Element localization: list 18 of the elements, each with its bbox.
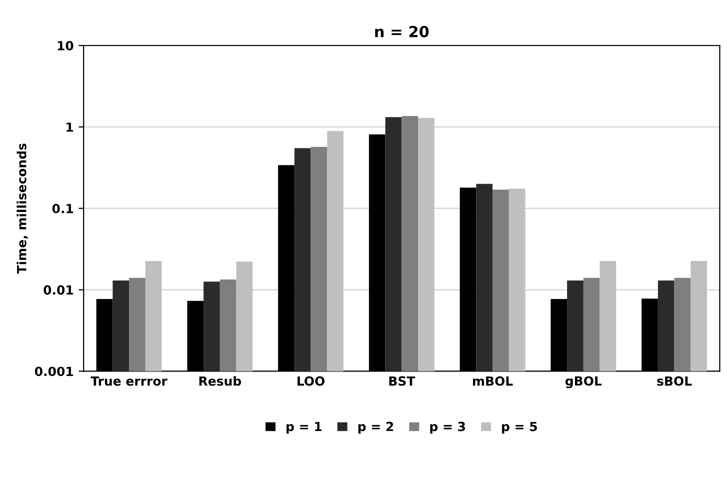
legend-label: p = 2 xyxy=(358,422,394,434)
x-tick-label: True errror xyxy=(90,376,168,386)
y-tick-label: 0.001 xyxy=(34,366,74,376)
legend-label: p = 5 xyxy=(502,422,537,434)
y-tick-label: 10 xyxy=(58,40,74,50)
y-tick-label: 1 xyxy=(66,122,74,132)
x-tick-label: Resub xyxy=(199,376,242,386)
x-tick-label: gBOL xyxy=(565,376,602,388)
y-tick-label: 0.1 xyxy=(52,204,74,214)
x-tick-label: sBOL xyxy=(657,376,692,386)
y-axis-title: Time, milliseconds xyxy=(16,144,28,274)
x-tick-label: BST xyxy=(389,376,416,386)
x-tick-label: LOO xyxy=(298,376,325,386)
legend-label: p = 1 xyxy=(286,422,322,434)
chart-title: n = 20 xyxy=(375,26,429,38)
x-tick-label: mBOL xyxy=(473,376,513,386)
legend-label: p = 3 xyxy=(430,422,465,434)
y-tick-label: 0.01 xyxy=(44,285,74,295)
